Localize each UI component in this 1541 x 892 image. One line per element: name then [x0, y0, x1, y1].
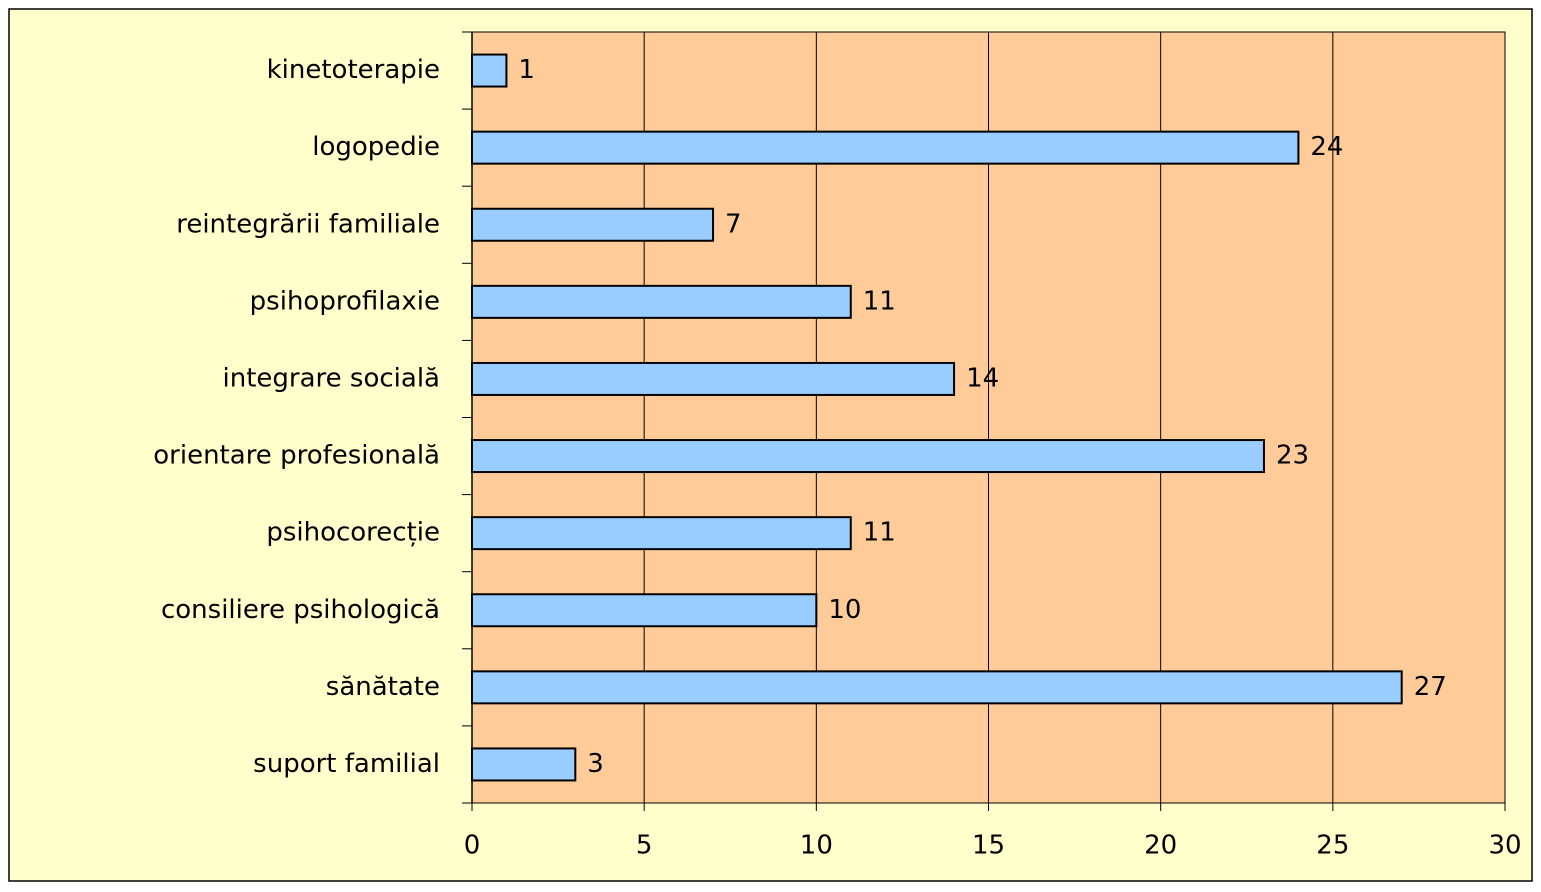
bar: [471, 516, 852, 551]
x-tick-label: 25: [1316, 831, 1349, 861]
value-label: 7: [725, 209, 742, 239]
bar: [471, 361, 956, 396]
y-tick-label: psihocorecție: [266, 518, 440, 548]
value-label: 23: [1276, 441, 1309, 471]
y-tick-label: logopedie: [312, 132, 440, 162]
x-tick-label: 20: [1144, 831, 1177, 861]
value-label: 24: [1310, 132, 1343, 162]
y-tick-label: consiliere psihologică: [161, 595, 440, 625]
y-tick-label: integrare socială: [223, 363, 440, 393]
value-label: 10: [828, 595, 861, 625]
bar: [471, 207, 715, 242]
y-tick-label: sănătate: [326, 672, 440, 702]
x-tick-label: 15: [972, 831, 1005, 861]
bar: [471, 593, 818, 628]
y-tick-label: kinetoterapie: [267, 55, 440, 85]
value-label: 1: [518, 55, 535, 85]
x-tick-label: 5: [636, 831, 653, 861]
bar: [471, 284, 852, 319]
x-tick-label: 0: [464, 831, 481, 861]
bar: [471, 670, 1403, 705]
bar: [471, 53, 508, 88]
y-tick-label: psihoprofilaxie: [250, 286, 440, 316]
value-label: 3: [587, 749, 604, 779]
value-label: 11: [863, 286, 896, 316]
value-label: 14: [966, 363, 999, 393]
value-label: 11: [863, 518, 896, 548]
value-label: 27: [1414, 672, 1447, 702]
x-tick-label: 30: [1488, 831, 1521, 861]
bar: [471, 439, 1265, 474]
x-tick-label: 10: [800, 831, 833, 861]
bar: [471, 747, 577, 782]
y-tick-label: orientare profesională: [153, 441, 440, 471]
y-tick-label: reintegrării familiale: [176, 209, 440, 239]
y-tick-label: suport familial: [253, 749, 440, 779]
bar: [471, 130, 1300, 165]
